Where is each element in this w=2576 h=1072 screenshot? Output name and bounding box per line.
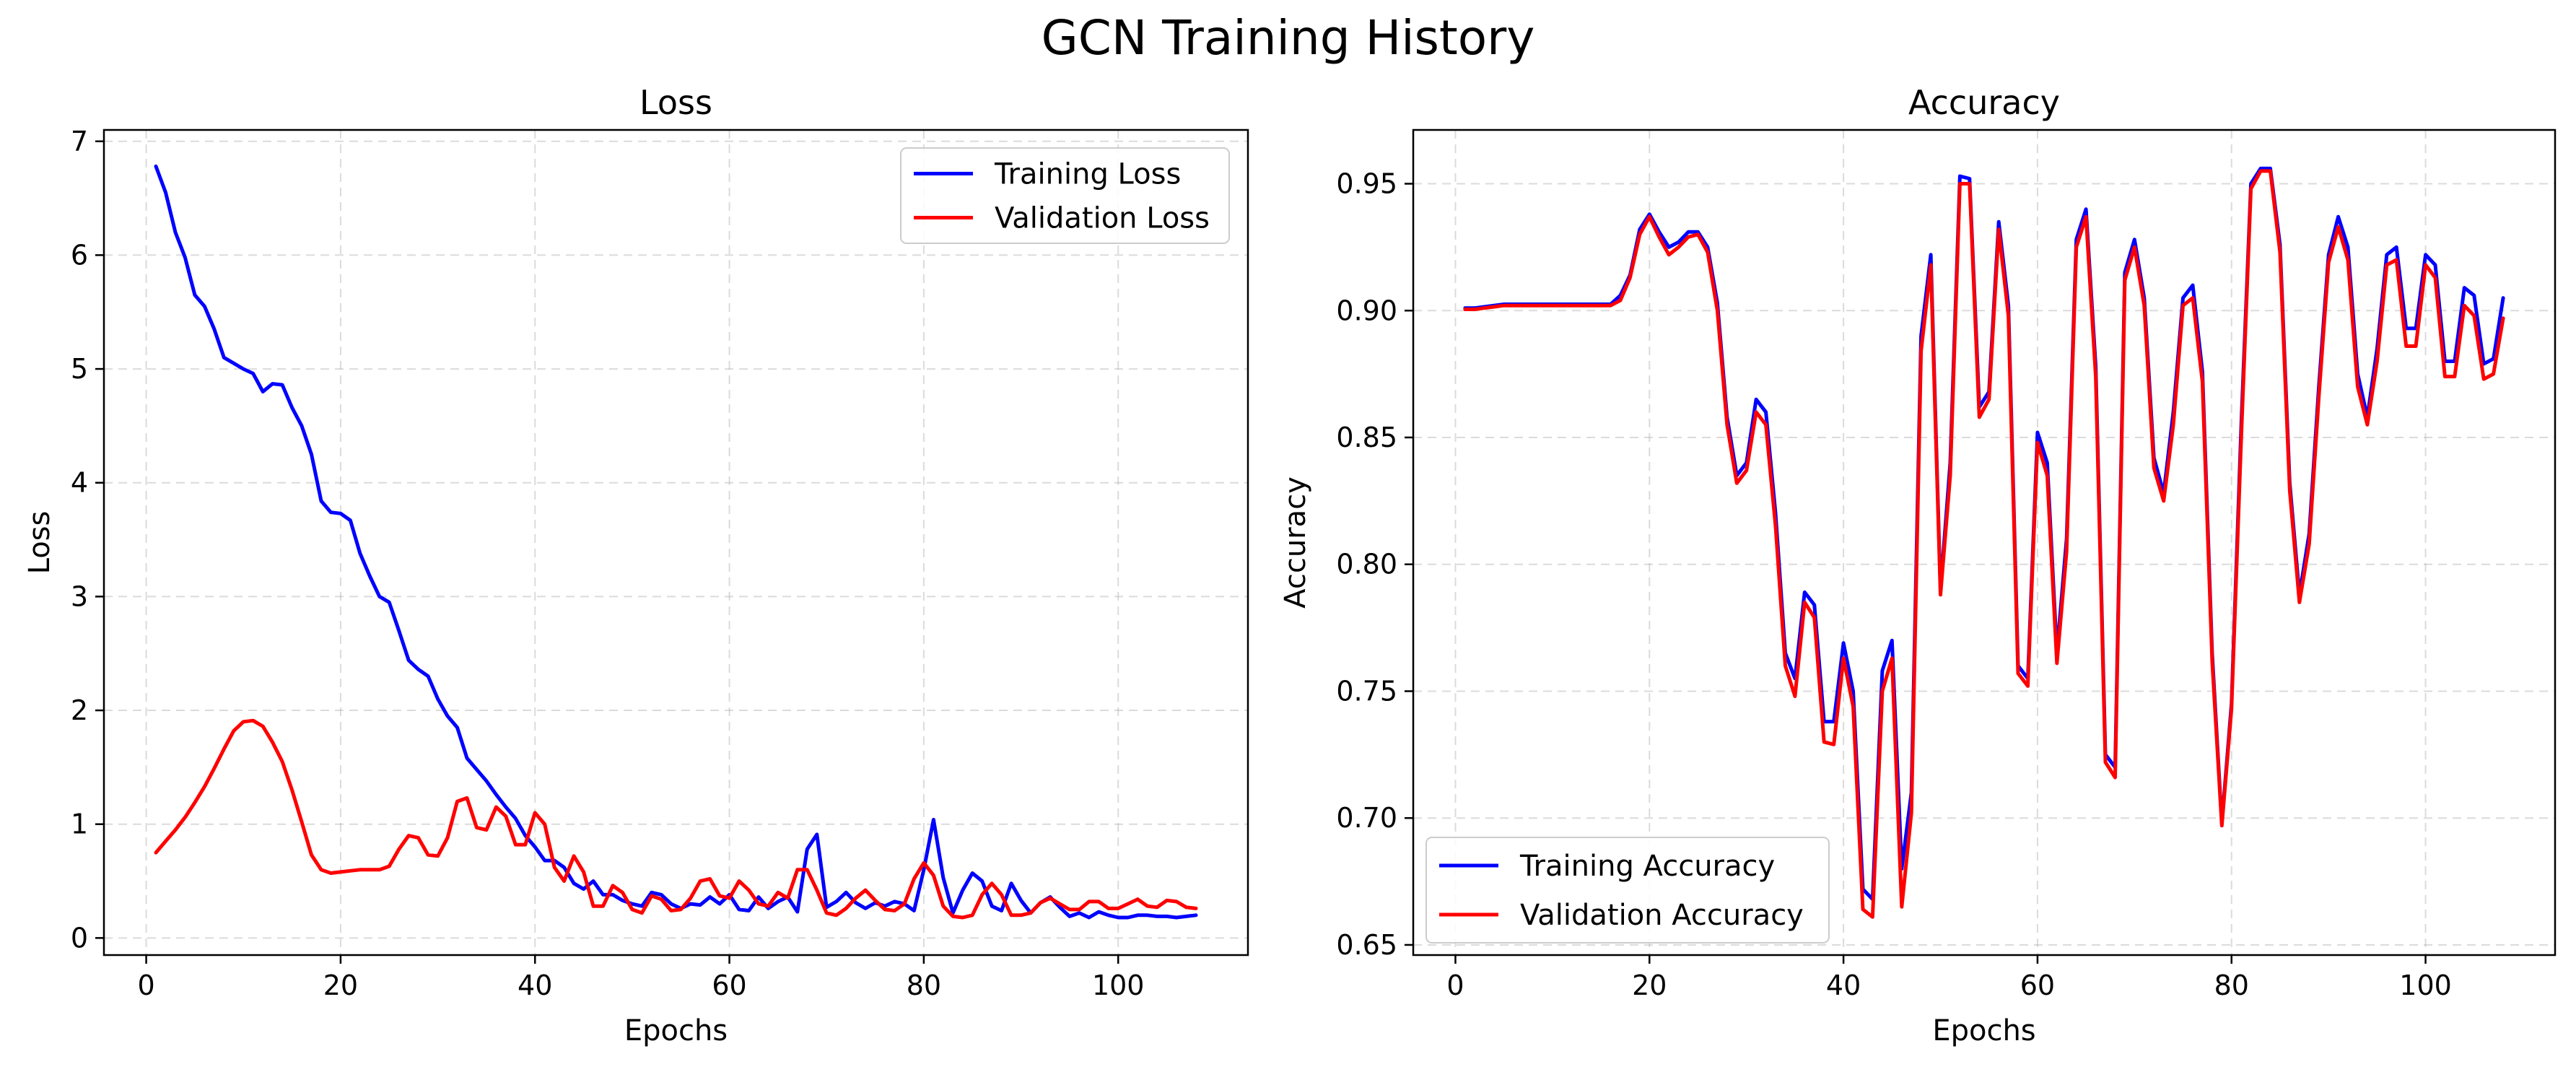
legend-label: Training Loss [994,158,1181,191]
y-tick-label: 0.90 [1336,295,1397,326]
y-tick-label: 2 [71,694,88,726]
plot-frame [102,128,1249,956]
x-tick-label: 0 [137,969,154,1001]
x-tick-label: 60 [712,969,746,1001]
y-tick-label: 0.80 [1336,549,1397,580]
series-line-training-loss [154,164,1198,920]
figure-title: GCN Training History [1041,10,1535,66]
x-tick-label: 20 [323,969,358,1001]
x-tick-label: 40 [518,969,552,1001]
y-tick-label: 1 [71,809,88,840]
x-tick-label: 60 [2020,969,2055,1001]
series-line-validation-loss [154,718,1198,920]
series-line-validation-accuracy [1463,169,2505,919]
y-tick-label: 7 [71,126,88,157]
y-tick-label: 0.75 [1336,675,1397,707]
legend-box [1425,837,1830,944]
axes-title: Loss [639,83,712,122]
plot-frame [1412,128,2557,956]
legend-label: Validation Loss [995,202,1210,235]
y-tick-label: 5 [71,353,88,385]
x-axis-label: Epochs [1932,1014,2035,1047]
series-line-training-accuracy [1463,166,2505,902]
axes-title: Accuracy [1908,83,2060,122]
legend-box [900,147,1230,244]
legend-label: Training Accuracy [1519,850,1775,883]
y-tick-label: 6 [71,239,88,271]
legend-label: Validation Accuracy [1520,899,1804,932]
x-tick-label: 100 [2399,969,2452,1001]
y-axis-label: Loss [23,511,56,575]
x-tick-label: 40 [1826,969,1861,1001]
y-tick-label: 4 [71,467,88,499]
x-tick-label: 80 [907,969,941,1001]
x-tick-label: 100 [1092,969,1145,1001]
x-axis-label: Epochs [624,1014,728,1047]
x-tick-label: 80 [2214,969,2249,1001]
legend: Training Accuracy Validation Accuracy [1425,837,1830,944]
chart-panel-loss: 0 20 40 60 80 100 0 1 2 3 4 5 6 7 Loss Epochs Loss Traini… [23,83,1249,1047]
y-tick-label: 0.65 [1336,929,1397,961]
legend: Training Loss Validation Loss [900,147,1230,244]
y-tick-label: 3 [71,580,88,612]
chart-panel-accuracy: 0 20 40 60 80 100 0.65 0.70 0.75 0.80 0.85 0.90 0.95… [1279,83,2557,1047]
y-tick-label: 0 [71,922,88,954]
x-tick-label: 0 [1446,969,1464,1001]
y-tick-label: 0.95 [1336,168,1397,200]
y-tick-label: 0.70 [1336,802,1397,834]
y-tick-label: 0.85 [1336,422,1397,453]
y-axis-label: Accuracy [1279,476,1312,609]
x-tick-label: 20 [1632,969,1667,1001]
